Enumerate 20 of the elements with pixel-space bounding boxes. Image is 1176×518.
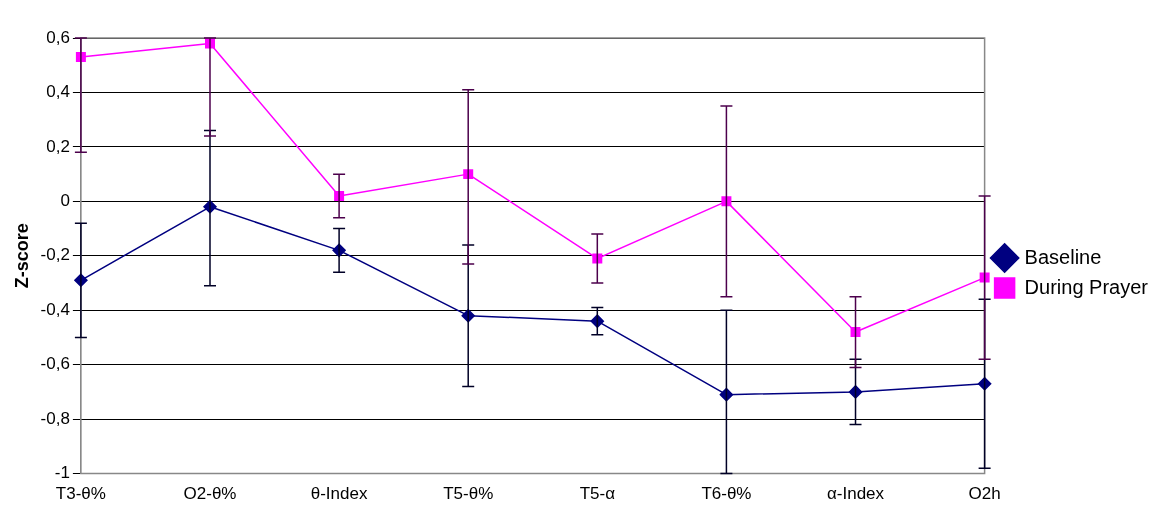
y-tick-label: -0,6 [40,354,70,374]
y-tick-label: 0 [60,191,70,211]
y-tick-label: 0,6 [46,27,70,47]
y-tick-label: -0,4 [40,299,70,319]
y-tick-label: -0,2 [40,245,70,265]
y-axis-title: Z-score [11,223,32,289]
y-tick-label: -0,8 [40,408,70,428]
legend-label: During Prayer [1024,275,1149,298]
x-tick-label: O2-θ% [183,484,237,504]
y-tick-label: 0,4 [46,82,70,102]
y-tick-label: -1 [54,463,70,483]
x-tick-label: α-Index [826,484,885,504]
x-tick-label: T6-θ% [701,484,752,504]
x-tick-label: T3-θ% [55,484,106,504]
x-tick-label: T5-θ% [443,484,494,504]
x-tick-label: T5-α [579,484,616,504]
x-tick-label: O2h [968,484,1001,504]
legend-label: Baseline [1024,245,1102,268]
y-tick-label: 0,2 [46,136,70,156]
x-tick-label: θ-Index [310,484,368,504]
